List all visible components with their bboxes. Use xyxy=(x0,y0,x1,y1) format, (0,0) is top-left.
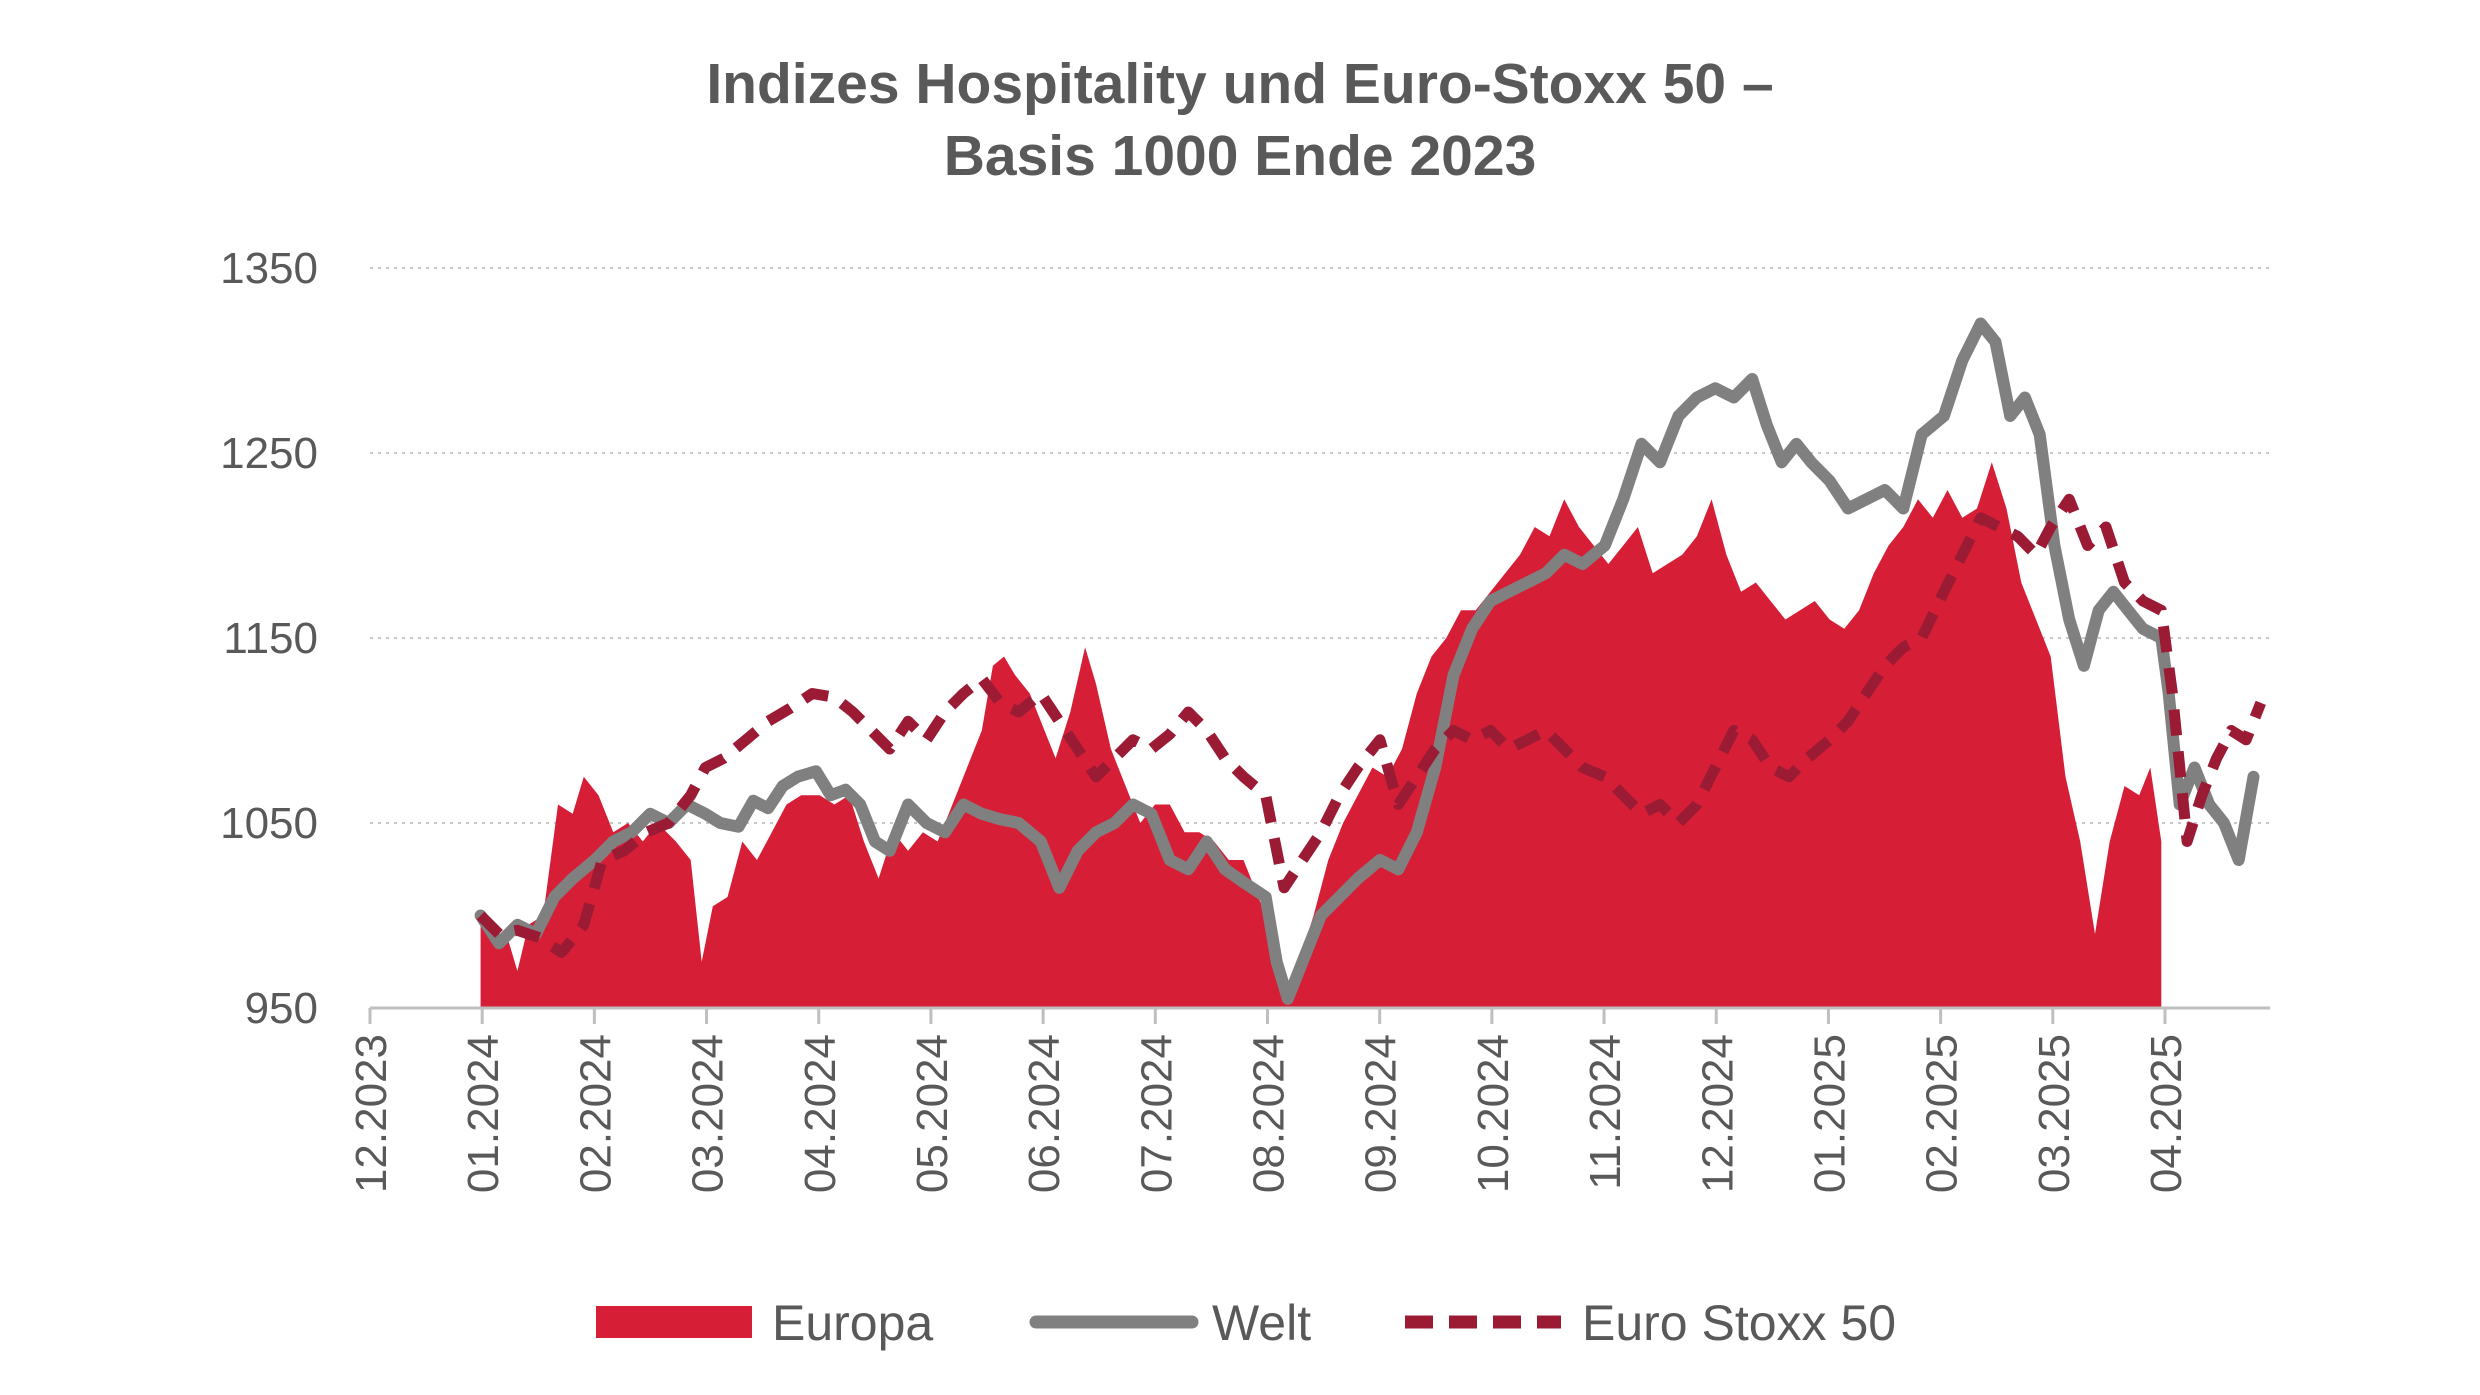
x-tick-label: 01.2024 xyxy=(459,1034,508,1193)
y-tick-label: 1250 xyxy=(220,429,318,478)
x-tick-label: 06.2024 xyxy=(1020,1034,1069,1193)
x-tick-label: 02.2025 xyxy=(1918,1034,1967,1193)
x-tick-label: 05.2024 xyxy=(908,1034,957,1193)
axes xyxy=(368,1006,2270,1024)
x-tick-label: 07.2024 xyxy=(1132,1034,1181,1193)
x-tick-label: 02.2024 xyxy=(571,1034,620,1193)
legend-label-euro-stoxx-50: Euro Stoxx 50 xyxy=(1582,1295,1896,1351)
x-tick-label: 03.2024 xyxy=(684,1034,733,1193)
chart-title: Indizes Hospitality und Euro-Stoxx 50 – … xyxy=(0,48,2480,192)
line-welt xyxy=(474,317,2260,1005)
legend-label-welt: Welt xyxy=(1212,1295,1311,1351)
series-lines-layer xyxy=(474,317,2266,1005)
x-tick-label: 11.2024 xyxy=(1581,1034,1630,1190)
x-tick-label: 01.2025 xyxy=(1805,1034,1854,1193)
y-tick-label: 1350 xyxy=(220,244,318,293)
legend-label-europa: Europa xyxy=(772,1295,933,1351)
x-tick-label: 03.2025 xyxy=(2030,1034,2079,1193)
chart-title-line1: Indizes Hospitality und Euro-Stoxx 50 – xyxy=(706,52,1774,116)
x-tick-label: 09.2024 xyxy=(1357,1034,1406,1193)
x-tick-label: 04.2025 xyxy=(2142,1034,2191,1193)
series-europa-layer xyxy=(480,462,2162,1008)
area-europa xyxy=(480,462,2162,1008)
x-tick-label: 12.2023 xyxy=(347,1034,396,1193)
y-tick-label: 1150 xyxy=(223,614,318,663)
legend-swatch-europa xyxy=(596,1306,752,1338)
x-axis-ticks: 12.2023 01.2024 02.2024 03.2024 04.2024 05.20… xyxy=(347,1034,2191,1193)
chart-subtitle: Basis 1000 Ende 2023 xyxy=(943,124,1537,188)
y-axis-ticks: 1350 1250 1150 1050 950 xyxy=(220,244,318,1033)
x-tick-label: 12.2024 xyxy=(1693,1034,1742,1193)
x-tick-label: 08.2024 xyxy=(1245,1034,1294,1193)
line-euro-stoxx-50 xyxy=(476,493,2266,958)
x-tick-label: 10.2024 xyxy=(1469,1034,1518,1193)
y-tick-label: 950 xyxy=(245,984,318,1033)
x-tick-label: 04.2024 xyxy=(796,1034,845,1193)
legend: Europa Welt Euro Stoxx 50 xyxy=(596,1295,1896,1351)
y-tick-label: 1050 xyxy=(220,799,318,848)
